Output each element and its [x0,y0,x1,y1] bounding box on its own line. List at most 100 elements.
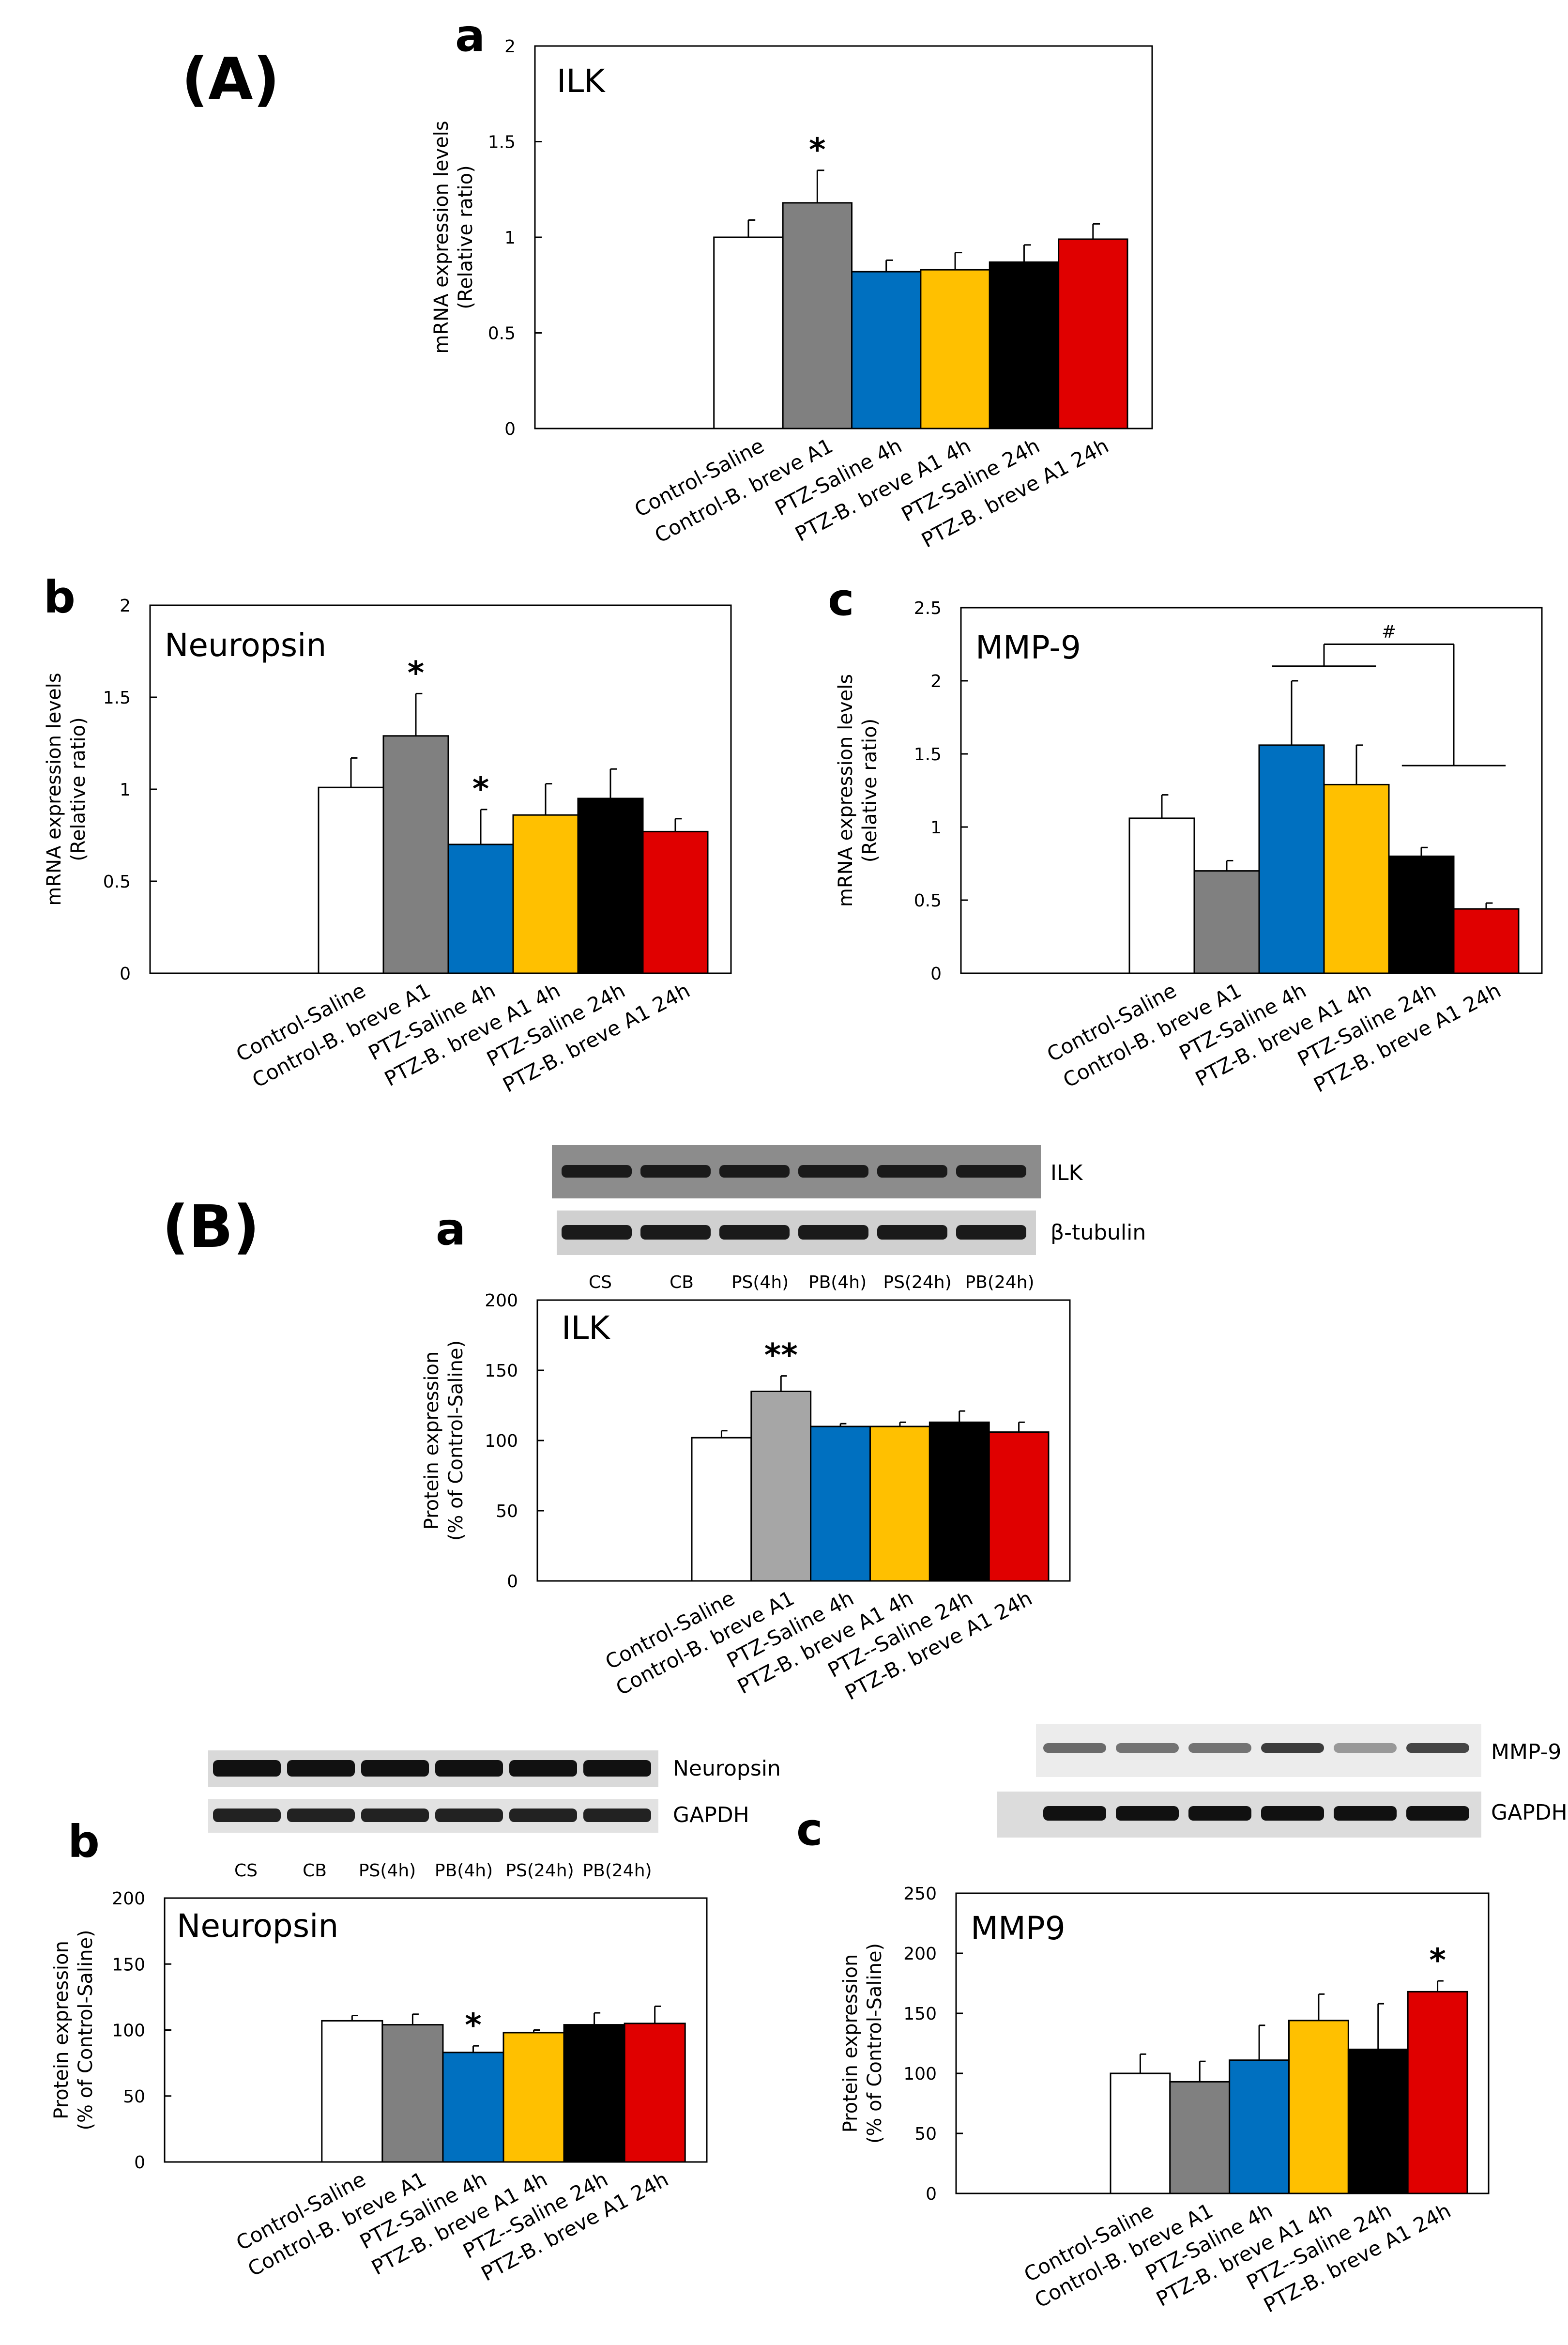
bar [1324,784,1389,973]
y-tick-label: 200 [903,1944,937,1964]
blot-band [1043,1806,1106,1821]
blot-band [1261,1743,1324,1753]
bar [443,2053,503,2162]
y-tick-label: 0 [930,964,942,984]
y-axis-label: Protein expression [839,1954,862,2133]
bar [1389,856,1454,973]
significance-marker: * [1429,1942,1446,1979]
bar [322,2021,382,2162]
blot-band [640,1225,711,1240]
y-tick-label: 150 [485,1361,518,1381]
y-tick-label: 50 [496,1502,518,1521]
blot-row-label: GAPDH [1491,1800,1568,1825]
bar [989,1432,1049,1581]
bar [783,203,852,429]
bar [1194,871,1259,973]
y-tick-label: 200 [112,1889,145,1909]
bar [1259,745,1324,973]
y-axis-label: mRNA expression levels [835,674,857,907]
blot-band [509,1809,577,1822]
blot-band [719,1225,790,1240]
bar [578,798,643,973]
y-axis-label: mRNA expression levels [43,673,65,905]
lane-label: PS(24h) [883,1272,951,1292]
panel-letter: c [796,1804,823,1855]
significance-marker: ** [764,1337,798,1374]
y-tick-label: 0 [504,419,516,439]
y-tick-label: 0 [120,964,131,984]
bar [852,272,921,429]
y-tick-label: 1.5 [488,133,516,153]
y-tick-label: 2.5 [914,598,942,618]
blot-row-label: ILK [1050,1161,1083,1185]
blot-band [213,1809,281,1822]
bar [1230,2060,1289,2193]
bar [319,787,383,973]
blot-band [956,1225,1026,1240]
bar [714,237,783,429]
panel-label-A: (A) [182,46,280,113]
bar [1408,1992,1467,2193]
y-tick-label: 50 [914,2124,937,2144]
y-tick-label: 150 [112,1955,145,1975]
blot-row-label: GAPDH [673,1803,749,1827]
bar [692,1438,751,1581]
blot-band [1334,1806,1397,1821]
blot-band [1406,1743,1469,1753]
y-tick-label: 250 [903,1884,937,1904]
y-tick-label: 0 [926,2184,937,2204]
chart-title: Neuropsin [165,627,326,664]
lane-label: PB(4h) [435,1861,493,1881]
bar [1454,909,1519,973]
y-tick-label: 150 [903,2004,937,2024]
lane-label: CB [303,1861,327,1881]
chart-title: ILK [557,62,606,100]
blot-row-label: Neuropsin [673,1756,781,1781]
panel-letter: a [455,10,485,61]
bar [624,2023,685,2162]
blot-band [1188,1806,1251,1821]
bar [1348,2049,1408,2193]
y-tick-label: 100 [903,2064,937,2084]
blot-band [583,1760,651,1777]
bar [921,270,990,429]
blot-row-label: β-tubulin [1050,1220,1146,1245]
blot-band [213,1760,281,1777]
significance-marker: * [408,654,425,691]
y-tick-label: 2 [120,596,131,616]
panel-letter: b [44,571,76,623]
bar [564,2025,624,2162]
y-tick-label: 1.5 [103,688,131,708]
y-tick-label: 0.5 [914,891,942,911]
blot-band [1261,1806,1324,1821]
y-axis-label: (Relative ratio) [859,719,881,862]
blot-band [509,1760,577,1777]
chart-title: ILK [562,1309,610,1347]
panel-letter: b [68,1816,100,1868]
y-axis-label: (% of Control-Saline) [75,1930,97,2130]
chart-title: MMP-9 [975,629,1081,666]
y-tick-label: 200 [485,1291,518,1311]
blot-band [287,1809,355,1822]
y-axis-label: (% of Control-Saline) [864,1943,886,2144]
lane-label: PB(24h) [965,1272,1034,1292]
blot-row-label: MMP-9 [1491,1740,1561,1764]
y-axis-label: (Relative ratio) [67,717,90,861]
y-tick-label: 0 [507,1572,518,1592]
bar [751,1392,811,1581]
bar [448,844,513,973]
y-axis-label: Protein expression [421,1351,443,1530]
significance-marker: * [472,770,489,808]
lane-label: PS(24h) [505,1861,574,1881]
chart-title: MMP9 [971,1910,1066,1947]
bar [870,1426,930,1581]
y-tick-label: 100 [485,1431,518,1451]
bar [1289,2021,1349,2193]
figure: (A) (B) ILK β-tubulin CS CB PS(4h) PB(4h… [0,0,1568,2345]
y-tick-label: 0.5 [488,324,516,344]
bar [990,262,1058,429]
blot-band [798,1225,868,1240]
blot-band [361,1809,429,1822]
y-tick-label: 1 [504,228,516,248]
chart-title: Neuropsin [177,1907,338,1945]
